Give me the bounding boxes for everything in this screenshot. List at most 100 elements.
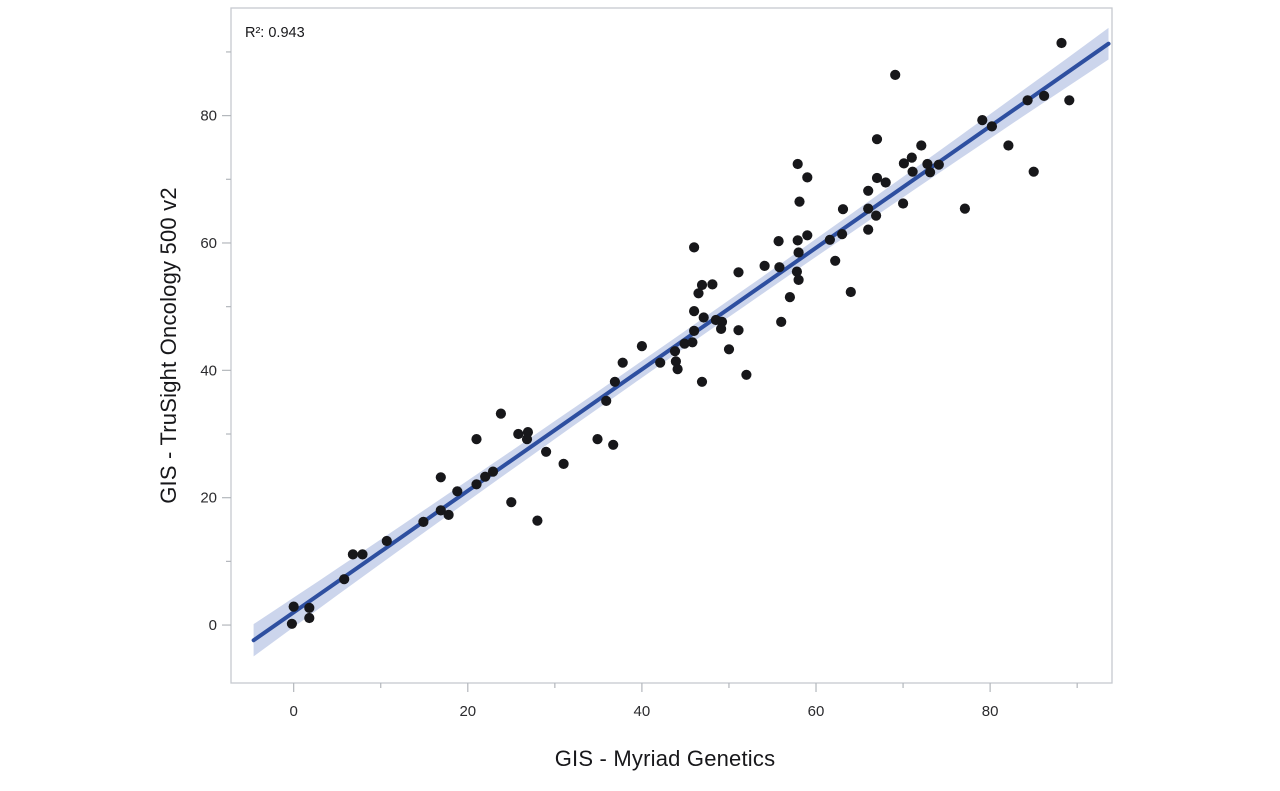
x-tick-label: 60 xyxy=(808,703,825,720)
data-point xyxy=(286,618,297,629)
data-point xyxy=(443,509,454,520)
data-point xyxy=(802,230,813,241)
data-point xyxy=(689,306,700,317)
data-point xyxy=(733,267,744,278)
data-point xyxy=(906,152,917,163)
data-point xyxy=(506,497,517,508)
data-point xyxy=(959,203,971,214)
data-point xyxy=(480,471,491,482)
data-point xyxy=(698,312,709,323)
data-point xyxy=(759,260,770,271)
x-tick-label: 0 xyxy=(290,703,298,720)
data-point xyxy=(339,574,350,585)
data-point xyxy=(977,115,988,126)
data-point xyxy=(304,612,315,624)
data-point xyxy=(986,121,998,132)
data-point xyxy=(418,516,429,528)
data-point xyxy=(471,434,482,445)
data-point xyxy=(532,515,543,526)
x-tick-label: 40 xyxy=(634,703,651,720)
data-point xyxy=(791,266,803,277)
data-point xyxy=(672,364,683,375)
data-point xyxy=(693,288,704,299)
data-point xyxy=(541,446,552,457)
data-point xyxy=(837,204,849,215)
data-point xyxy=(863,203,874,214)
data-point xyxy=(784,292,796,303)
data-point xyxy=(830,255,841,266)
data-point xyxy=(288,601,299,612)
data-point xyxy=(774,262,785,273)
data-point xyxy=(793,247,804,258)
data-point xyxy=(452,486,463,497)
data-point xyxy=(381,535,392,547)
data-point xyxy=(1064,95,1075,106)
data-point xyxy=(636,341,648,352)
data-point xyxy=(521,434,533,445)
data-point xyxy=(435,505,446,516)
y-tick-label: 0 xyxy=(209,617,217,634)
data-point xyxy=(907,166,918,177)
data-point xyxy=(794,196,805,207)
y-tick-label: 60 xyxy=(200,235,217,252)
data-point xyxy=(435,472,446,483)
data-point xyxy=(304,602,315,614)
data-point xyxy=(741,369,752,380)
data-point xyxy=(1028,166,1039,177)
data-point xyxy=(513,428,524,440)
data-point xyxy=(696,279,708,291)
data-point xyxy=(471,479,482,490)
data-point xyxy=(871,172,883,184)
data-point xyxy=(679,338,690,349)
data-point xyxy=(617,357,628,368)
data-point xyxy=(558,458,569,469)
data-point xyxy=(880,177,891,188)
data-point xyxy=(898,158,910,169)
data-point xyxy=(792,235,803,246)
data-point xyxy=(802,172,813,183)
data-point xyxy=(487,466,499,477)
data-points-group xyxy=(286,37,1075,629)
data-point xyxy=(845,286,856,298)
data-point xyxy=(655,357,666,368)
data-point xyxy=(687,337,698,348)
data-point xyxy=(1039,90,1050,101)
data-point xyxy=(608,439,619,450)
y-tick-label: 40 xyxy=(200,362,217,379)
data-point xyxy=(792,158,803,170)
data-point xyxy=(609,376,621,387)
y-axis-title: GIS - TruSight Oncology 500 v2 xyxy=(156,187,181,504)
data-point xyxy=(776,316,787,327)
data-point xyxy=(925,167,936,178)
data-point xyxy=(601,395,612,406)
axis-ticks-group xyxy=(222,51,1078,692)
data-point xyxy=(723,344,735,355)
data-point xyxy=(793,274,804,285)
data-point xyxy=(689,325,700,336)
tick-labels-group: 0 20 40 60 80 0 20 40 60 80 xyxy=(200,108,998,720)
data-point xyxy=(689,242,700,253)
data-point xyxy=(863,224,874,235)
data-point xyxy=(773,236,784,247)
data-point xyxy=(707,279,718,290)
data-point xyxy=(716,323,727,334)
plot-frame xyxy=(230,7,1113,684)
data-point xyxy=(824,234,836,245)
data-point xyxy=(696,376,708,387)
x-axis-title: GIS - Myriad Genetics xyxy=(555,746,776,771)
r-squared-annotation: R²: 0.943 xyxy=(245,25,305,41)
x-tick-label: 20 xyxy=(459,703,476,720)
data-point xyxy=(733,325,744,336)
y-tick-label: 80 xyxy=(200,108,217,125)
data-point xyxy=(890,69,901,80)
data-point xyxy=(1056,37,1067,49)
data-point xyxy=(871,210,882,221)
data-point xyxy=(1003,140,1014,151)
data-point xyxy=(669,346,681,357)
data-point xyxy=(670,356,682,367)
data-point xyxy=(347,549,358,560)
data-point xyxy=(898,198,909,209)
data-point xyxy=(1022,95,1033,106)
